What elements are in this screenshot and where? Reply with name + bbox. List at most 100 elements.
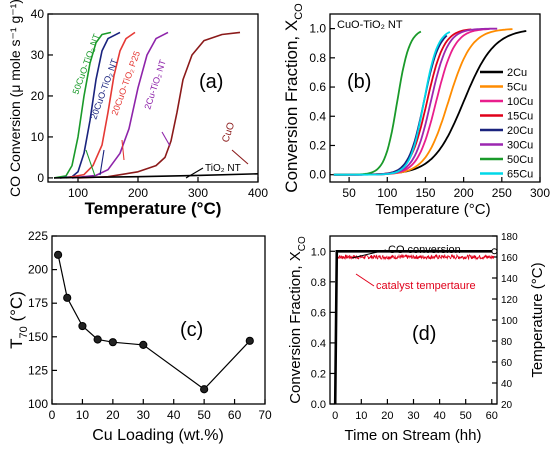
- series-line: [333, 31, 451, 176]
- y-tick-label: 200: [28, 263, 48, 277]
- plot-frame: [51, 235, 266, 405]
- plot-frame: [329, 235, 498, 405]
- legend-entry: 10Cu: [507, 96, 533, 108]
- legend-entry: 65Cu: [507, 169, 533, 181]
- series-label: TiO₂ NT: [205, 163, 241, 174]
- series-end-marker: [491, 248, 498, 255]
- y2-tick-label: 100: [501, 316, 518, 327]
- x-tick-label: 50: [197, 408, 211, 422]
- series-line: [77, 31, 241, 179]
- x-axis-label: Temperature (°C): [85, 199, 222, 218]
- series-line: [333, 27, 498, 176]
- data-point: [63, 293, 72, 302]
- legend-entry: 50Cu: [507, 154, 533, 166]
- y2-tick-label: 80: [501, 337, 513, 348]
- x-tick-label: 60: [486, 410, 498, 422]
- y-axis-label-sub: 70: [18, 326, 30, 338]
- x-tick-label: 60: [228, 408, 242, 422]
- x-tick-label: 30: [137, 408, 151, 422]
- y-tick-label: 0.2: [309, 138, 326, 152]
- y-tick-label: 125: [28, 363, 48, 377]
- y-axis-label-sub: CO: [297, 236, 308, 251]
- y-tick-label: 150: [28, 330, 48, 344]
- plot-frame: [329, 13, 541, 183]
- y-tick-label: 1.0: [309, 22, 326, 36]
- y2-axis-label: Temperature (°C): [529, 262, 546, 377]
- legend-entry: 20Cu: [507, 125, 533, 137]
- data-point: [245, 336, 254, 345]
- y-tick-label: 0.8: [311, 277, 326, 289]
- y2-tick-label: 180: [501, 232, 518, 243]
- y-tick-label: 0.6: [309, 80, 326, 94]
- legend-entry: 2Cu: [507, 67, 527, 79]
- y-tick-label: 0.0: [309, 168, 326, 182]
- y-tick-label: 10: [31, 130, 45, 144]
- x-tick-label: 40: [433, 410, 445, 422]
- series-label: catalyst tempertaure: [376, 280, 476, 292]
- series-label: CuO: [220, 121, 237, 144]
- annotation-arrow: [185, 167, 204, 179]
- y-tick-label: 175: [28, 296, 48, 310]
- y-axis-label: CO Conversion (μ mole s⁻¹ g⁻¹): [7, 0, 23, 197]
- x-tick-label: 70: [258, 408, 272, 422]
- y-axis-label: Conversion Fraction, XCO: [282, 3, 305, 193]
- y2-tick-label: 120: [501, 295, 518, 306]
- annotation-arrow: [351, 249, 387, 259]
- series-line: [59, 31, 121, 179]
- series-line: [333, 28, 472, 176]
- legend-entry: 5Cu: [507, 82, 527, 94]
- y-tick-label: 225: [28, 229, 48, 243]
- y-tick-label: 0.0: [311, 399, 326, 411]
- x-tick-label: 0: [332, 410, 338, 422]
- panel-d: 0 10 20 30 40 50 60 0.0 0.2 0.4 0.6 0.8 1.0 20 40 60 80 1…: [287, 232, 546, 444]
- x-tick-label: 300: [530, 186, 550, 200]
- y-axis-label-unit: (°C): [7, 291, 26, 326]
- plot-frame: [47, 13, 259, 183]
- legend-entry: 15Cu: [507, 111, 533, 123]
- series-line: [333, 30, 422, 176]
- x-tick-label: 20: [106, 408, 120, 422]
- panel-label: (c): [180, 319, 203, 341]
- x-axis-label: Time on Stream (hh): [345, 427, 482, 444]
- x-tick-label: 40: [167, 408, 181, 422]
- panel-c: 0 10 20 30 40 50 60 70 100 125 150 175 200 225 (c) Cu L…: [7, 229, 272, 444]
- data-point: [53, 250, 63, 259]
- panel-label: (d): [412, 323, 436, 345]
- annotation-arrow: [85, 149, 96, 177]
- y-axis-label-sub: CO: [293, 3, 305, 20]
- x-tick-label: 20: [381, 410, 393, 422]
- y-tick-label: 20: [31, 89, 45, 103]
- series-label: 2Cu-TiO₂ NT: [142, 58, 168, 111]
- panel-b: 50 100 150 200 250 300 0.0 0.2 0.4 0.6 0.8 1.0 2Cu 5C…: [282, 3, 550, 218]
- y-tick-label: 100: [28, 397, 48, 411]
- series-line-conversion: [333, 250, 495, 405]
- legend-entry: 30Cu: [507, 140, 533, 152]
- y-axis-label: T70 (°C): [7, 291, 30, 349]
- x-tick-label: 200: [454, 186, 474, 200]
- panel-label: (b): [347, 71, 371, 93]
- x-tick-label: 50: [460, 410, 472, 422]
- x-tick-label: 100: [68, 186, 88, 200]
- series-line: [53, 173, 259, 179]
- x-tick-label: 100: [377, 186, 397, 200]
- series-line-temperature: [334, 253, 495, 405]
- y-tick-label: 0.4: [309, 109, 326, 123]
- y-tick-label: 0.4: [311, 338, 326, 350]
- series-label: CO conversion: [388, 244, 461, 256]
- data-point: [139, 340, 148, 349]
- y-tick-label: 0.8: [309, 51, 326, 65]
- x-axis-label: Temperature (°C): [375, 201, 490, 218]
- x-tick-label: 250: [492, 186, 512, 200]
- y2-tick-label: 20: [501, 400, 513, 411]
- y2-tick-label: 140: [501, 274, 518, 285]
- x-tick-label: 10: [355, 410, 367, 422]
- series-line: [53, 31, 112, 179]
- x-tick-label: 50: [342, 186, 356, 200]
- panel-label: (a): [199, 71, 223, 93]
- x-tick-label: 30: [407, 410, 419, 422]
- x-tick-label: 400: [248, 186, 268, 200]
- series-line: [57, 254, 251, 390]
- series-line: [65, 31, 136, 179]
